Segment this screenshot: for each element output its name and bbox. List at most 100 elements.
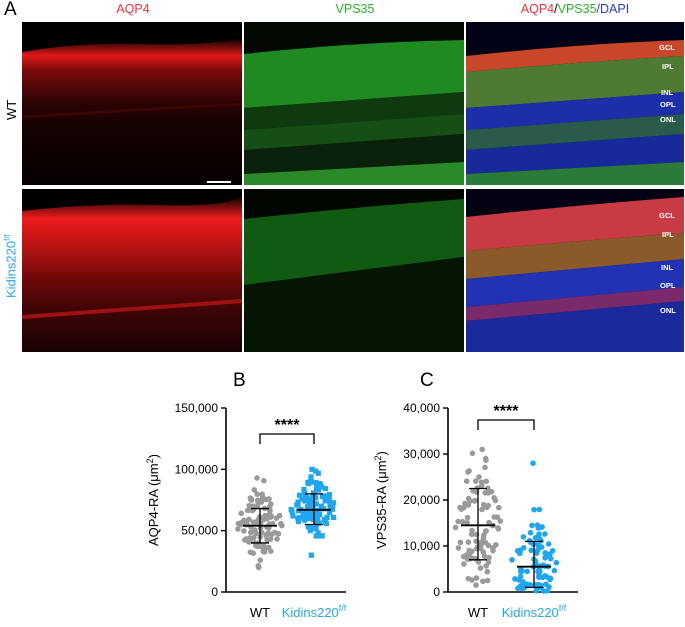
data-point bbox=[466, 547, 472, 554]
data-point bbox=[308, 474, 314, 480]
y-tick-label: 20,000 bbox=[403, 493, 440, 507]
data-point bbox=[480, 549, 487, 555]
data-point bbox=[476, 474, 482, 480]
data-point bbox=[519, 584, 526, 591]
data-point bbox=[247, 536, 254, 542]
data-point bbox=[260, 542, 267, 549]
data-point bbox=[519, 568, 525, 574]
data-point bbox=[313, 533, 319, 539]
data-point bbox=[517, 547, 524, 554]
data-point bbox=[542, 531, 548, 537]
data-point bbox=[296, 492, 303, 498]
data-point bbox=[473, 575, 480, 581]
data-point bbox=[495, 526, 502, 532]
data-point bbox=[464, 514, 471, 521]
y-tick-label: 10,000 bbox=[403, 539, 440, 553]
data-point bbox=[254, 475, 260, 481]
data-point bbox=[473, 582, 479, 588]
data-point bbox=[465, 575, 472, 582]
data-point bbox=[455, 545, 462, 551]
merge-title-vps35: VPS35 bbox=[557, 2, 597, 16]
layer-label-ipl: IPL bbox=[662, 62, 674, 71]
data-point bbox=[247, 549, 254, 556]
y-tick-label: 100,000 bbox=[175, 462, 219, 476]
data-point bbox=[327, 510, 333, 516]
y-tick-label: 40,000 bbox=[403, 401, 440, 415]
data-point bbox=[313, 508, 319, 515]
layer-label-inl: INL bbox=[661, 263, 674, 272]
data-point bbox=[480, 578, 486, 585]
data-point bbox=[235, 526, 241, 532]
data-point bbox=[536, 506, 543, 513]
data-point bbox=[330, 506, 336, 512]
data-point bbox=[512, 576, 518, 582]
data-point bbox=[485, 542, 492, 549]
y-axis-label: VPS35-RA (μm2) bbox=[373, 451, 389, 549]
micrograph-wt-vps35 bbox=[244, 22, 464, 185]
data-point bbox=[241, 528, 247, 534]
data-point bbox=[461, 561, 467, 567]
data-point bbox=[267, 521, 273, 528]
data-point bbox=[314, 512, 320, 518]
data-point bbox=[314, 517, 320, 524]
data-point bbox=[324, 514, 330, 520]
data-point bbox=[493, 541, 499, 548]
data-point bbox=[460, 504, 467, 511]
data-point bbox=[301, 512, 308, 518]
x-tick-label: WT bbox=[468, 605, 488, 620]
row-label-kidins220-text: Kidins220 bbox=[3, 240, 19, 298]
data-point bbox=[478, 479, 485, 486]
y-tick-label: 30,000 bbox=[403, 447, 440, 461]
data-point bbox=[301, 486, 307, 493]
data-point bbox=[278, 520, 284, 527]
data-point bbox=[531, 506, 537, 513]
data-point bbox=[497, 518, 504, 524]
data-point bbox=[323, 520, 329, 527]
data-point bbox=[264, 531, 270, 538]
data-point bbox=[455, 518, 461, 525]
data-point bbox=[305, 511, 312, 517]
x-tick-label: Kidins220f/f bbox=[502, 603, 567, 620]
data-point bbox=[472, 478, 479, 484]
data-point bbox=[527, 529, 534, 536]
data-point bbox=[255, 562, 262, 569]
merge-title-dapi: /DAPI bbox=[596, 2, 630, 16]
y-tick-label: 0 bbox=[211, 585, 218, 599]
micrograph-ko-aqp4 bbox=[22, 189, 242, 352]
data-point bbox=[326, 491, 332, 498]
data-point bbox=[484, 577, 491, 584]
data-point bbox=[463, 478, 470, 485]
data-point bbox=[551, 567, 558, 574]
data-point bbox=[486, 519, 492, 526]
data-point bbox=[465, 495, 472, 502]
data-point bbox=[313, 485, 320, 491]
data-point bbox=[248, 497, 255, 503]
data-point bbox=[304, 515, 310, 521]
data-point bbox=[318, 484, 325, 490]
data-point bbox=[468, 531, 475, 538]
micrograph-ko-merge: GCL IPL INL OPL ONL bbox=[466, 189, 684, 352]
data-point bbox=[520, 534, 527, 540]
data-point bbox=[477, 565, 484, 571]
data-point bbox=[260, 495, 267, 501]
data-point bbox=[482, 464, 488, 471]
micrograph-wt-vps35-image bbox=[244, 22, 464, 185]
micrograph-ko-vps35-image bbox=[244, 189, 464, 352]
data-point bbox=[483, 528, 489, 534]
data-point bbox=[533, 549, 540, 555]
panel-c-letter: C bbox=[420, 370, 434, 391]
data-point bbox=[547, 575, 554, 582]
data-point bbox=[485, 502, 492, 509]
data-point bbox=[452, 524, 459, 531]
data-point bbox=[254, 503, 261, 510]
data-point bbox=[482, 455, 489, 462]
data-point bbox=[308, 513, 315, 519]
data-point bbox=[265, 544, 272, 551]
data-point bbox=[275, 530, 282, 537]
layer-label-gcl: GCL bbox=[659, 43, 675, 52]
data-point bbox=[247, 529, 254, 536]
data-point bbox=[331, 514, 337, 521]
y-axis-label: AQP4-RA (μm2) bbox=[145, 454, 161, 546]
data-point bbox=[545, 541, 552, 547]
y-tick-label: 150,000 bbox=[175, 401, 219, 415]
